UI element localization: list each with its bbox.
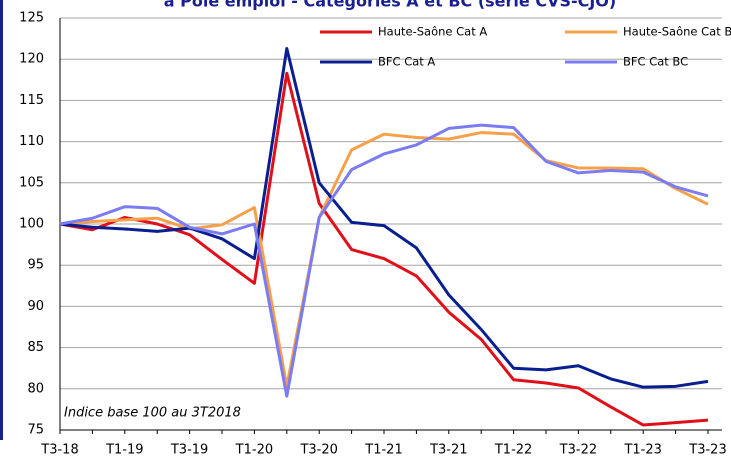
x-tick-label: T3-23 [688,443,726,458]
y-tick-label: 100 [19,217,44,232]
x-tick-label: T3-19 [170,443,208,458]
y-tick-label: 105 [19,175,44,190]
x-tick-label: T1-22 [494,443,532,458]
y-tick-label: 75 [27,423,44,438]
x-tick-label: T3-21 [429,443,467,458]
x-tick-label: T3-18 [40,443,78,458]
line-series [59,123,709,398]
x-tick-label: T1-21 [364,443,402,458]
legend-label: BFC Cat A [378,55,435,69]
left-border [0,0,3,440]
y-tick-label: 125 [19,11,44,26]
x-tick-label: T1-23 [623,443,661,458]
annotation: Indice base 100 au 3T2018 [64,406,241,421]
legend-label: Haute-Saône Cat A [378,25,487,39]
x-tick-label: T3-20 [299,443,337,458]
y-tick-label: 90 [27,299,44,314]
y-tick-label: 95 [27,258,44,273]
y-tick-label: 110 [19,134,44,149]
y-tick-label: 80 [27,381,44,396]
x-tick-label: T1-19 [105,443,143,458]
x-tick-label: T3-22 [559,443,597,458]
chart-title: à Pôle emploi - Catégories A et BC (séri… [164,0,616,11]
y-tick-label: 115 [19,93,44,108]
y-tick-label: 85 [27,340,44,355]
y-tick-label: 120 [19,52,44,67]
line-series [59,131,709,388]
line-series [59,46,709,389]
line-series [59,71,709,427]
legend-label: BFC Cat BC [623,55,688,69]
legend-label: Haute-Saône Cat BC [623,25,731,39]
x-tick-label: T1-20 [235,443,273,458]
